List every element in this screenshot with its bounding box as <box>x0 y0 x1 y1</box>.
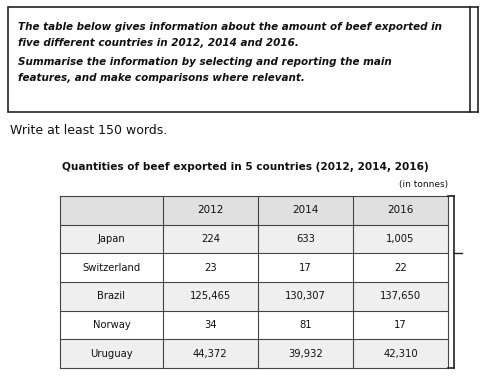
Text: Write at least 150 words.: Write at least 150 words. <box>10 124 167 137</box>
Bar <box>60 196 448 225</box>
Text: 2012: 2012 <box>197 205 223 215</box>
Text: 22: 22 <box>394 263 407 273</box>
Bar <box>60 339 448 368</box>
Text: 44,372: 44,372 <box>193 349 228 359</box>
Text: five different countries in 2012, 2014 and 2016.: five different countries in 2012, 2014 a… <box>18 38 299 48</box>
Text: Brazil: Brazil <box>97 291 125 301</box>
Text: 2016: 2016 <box>387 205 413 215</box>
Text: Norway: Norway <box>92 320 130 330</box>
Text: 1,005: 1,005 <box>386 234 415 244</box>
Text: 125,465: 125,465 <box>190 291 231 301</box>
Text: 81: 81 <box>299 320 312 330</box>
Text: 224: 224 <box>201 234 220 244</box>
Text: 2014: 2014 <box>292 205 319 215</box>
Bar <box>60 282 448 311</box>
Text: 17: 17 <box>299 263 312 273</box>
Bar <box>8 7 470 112</box>
Bar <box>60 311 448 339</box>
Text: (in tonnes): (in tonnes) <box>399 180 448 189</box>
Text: Summarise the information by selecting and reporting the main: Summarise the information by selecting a… <box>18 57 392 67</box>
Text: Quantities of beef exported in 5 countries (2012, 2014, 2016): Quantities of beef exported in 5 countri… <box>62 162 428 172</box>
Text: Switzerland: Switzerland <box>82 263 140 273</box>
Text: 23: 23 <box>204 263 217 273</box>
Text: Uruguay: Uruguay <box>90 349 133 359</box>
Text: 42,310: 42,310 <box>383 349 418 359</box>
Text: 17: 17 <box>394 320 407 330</box>
Text: 130,307: 130,307 <box>285 291 326 301</box>
Text: 34: 34 <box>204 320 217 330</box>
Text: 137,650: 137,650 <box>380 291 421 301</box>
Bar <box>60 253 448 282</box>
Text: 39,932: 39,932 <box>288 349 323 359</box>
Text: 633: 633 <box>296 234 315 244</box>
Text: Japan: Japan <box>98 234 125 244</box>
Bar <box>60 225 448 253</box>
Text: features, and make comparisons where relevant.: features, and make comparisons where rel… <box>18 73 305 83</box>
Text: The table below gives information about the amount of beef exported in: The table below gives information about … <box>18 22 442 32</box>
